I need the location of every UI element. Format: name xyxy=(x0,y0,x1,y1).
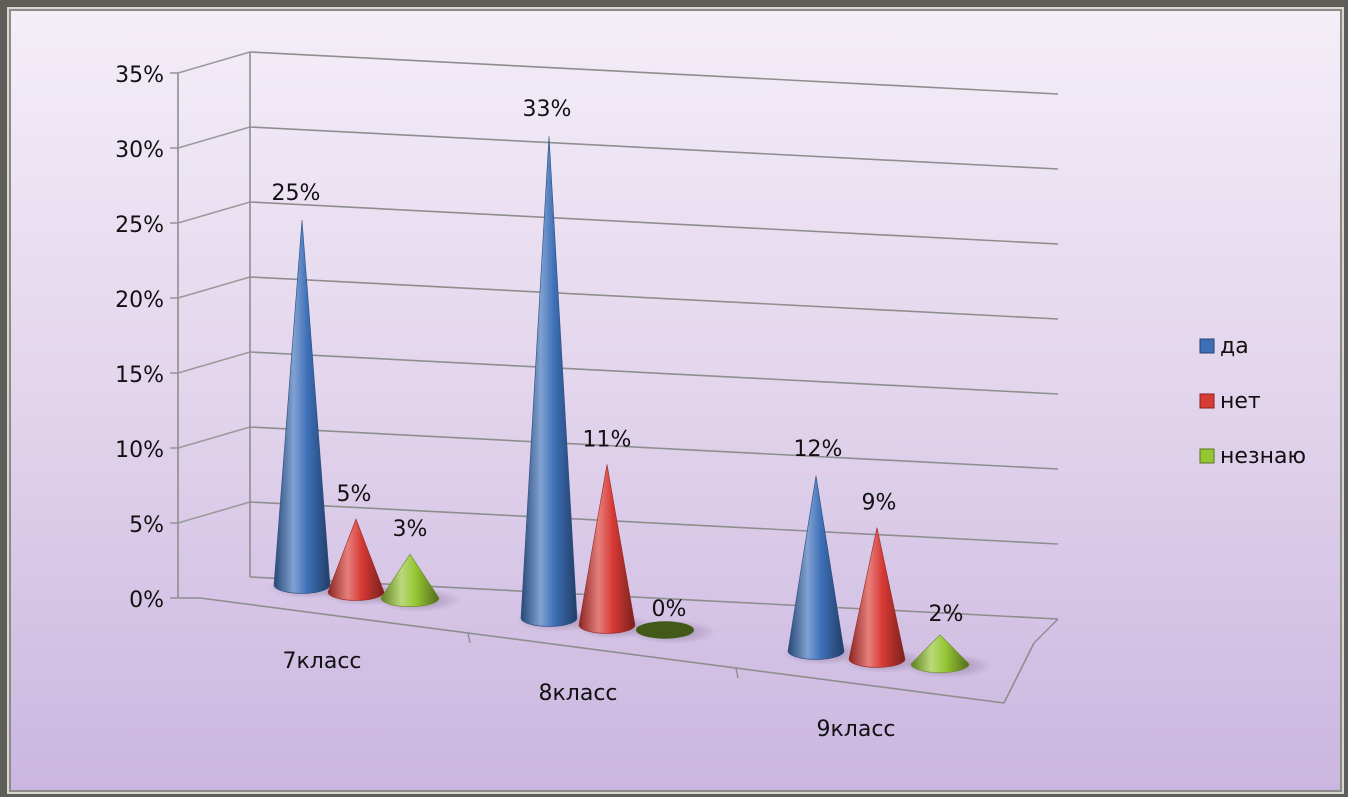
gridline-side xyxy=(177,276,251,299)
x-axis-line xyxy=(199,597,1005,704)
y-tick-label: 25% xyxy=(115,213,164,238)
gridline-side xyxy=(177,126,251,149)
cone-body xyxy=(327,518,385,601)
x-tick-label: 9класс xyxy=(816,717,895,742)
y-tick-label: 10% xyxy=(115,438,164,463)
legend-swatch xyxy=(1199,338,1215,354)
gridline-back xyxy=(249,426,1059,470)
data-label: 5% xyxy=(337,482,372,507)
gridline-side xyxy=(177,201,251,224)
y-tick-label: 30% xyxy=(115,138,164,163)
cone-да-7класс xyxy=(273,219,331,594)
cone-незнаю-8класс xyxy=(636,621,694,639)
gridline-side xyxy=(177,351,251,374)
cone-body xyxy=(520,136,578,627)
gridline-side xyxy=(177,426,251,449)
x-tick-label: 7класс xyxy=(282,649,361,674)
cone-body xyxy=(848,527,906,668)
data-label: 25% xyxy=(272,181,321,206)
legend-label: да xyxy=(1220,334,1249,359)
x-tick-label: 8класс xyxy=(538,681,617,706)
data-label: 33% xyxy=(523,97,572,122)
legend-entry: да xyxy=(1199,334,1249,359)
floor-edge-right xyxy=(1003,642,1035,704)
y-tick-label: 5% xyxy=(129,513,164,538)
gridline-back xyxy=(249,501,1059,545)
legend-label: нет xyxy=(1220,389,1261,414)
gridline-side xyxy=(177,51,251,74)
chart-panel: 0% 5% 10% 15% 20% 25% 30% 35% 7класс 8класс 9клас… xyxy=(9,9,1342,792)
gridline-back xyxy=(249,201,1059,245)
data-label: 12% xyxy=(794,437,843,462)
legend-swatch xyxy=(1199,448,1215,464)
data-label: 2% xyxy=(929,602,964,627)
cone-body xyxy=(787,475,845,660)
data-label: 11% xyxy=(583,427,632,452)
cone-незнаю-9класс xyxy=(910,634,970,673)
cone-нет-8класс xyxy=(578,464,636,634)
cones xyxy=(268,136,992,679)
legend-entry: незнаю xyxy=(1199,444,1306,469)
legend: да нет незнаю xyxy=(1199,334,1306,469)
cone-body xyxy=(273,219,331,594)
cone-нет-7класс xyxy=(327,518,385,601)
legend-swatch xyxy=(1199,393,1215,409)
y-tick-label: 35% xyxy=(115,63,164,88)
y-tick-label: 0% xyxy=(129,588,164,613)
cone-body xyxy=(380,553,440,607)
data-labels: 25% 5% 3% 33% 11% 0% 12% 9% 2% xyxy=(272,97,964,627)
cone-да-8класс xyxy=(520,136,578,627)
y-tick-label: 20% xyxy=(115,288,164,313)
data-label: 9% xyxy=(862,491,897,516)
gridline-back xyxy=(249,351,1059,395)
gridline-back xyxy=(249,51,1059,95)
x-tick-mark xyxy=(735,667,739,679)
cone-body xyxy=(578,464,636,634)
data-label: 0% xyxy=(652,597,687,622)
y-tick-labels: 0% 5% 10% 15% 20% 25% 30% 35% xyxy=(115,63,164,613)
floor-edge-back xyxy=(1033,618,1059,644)
x-tick-mark xyxy=(467,632,471,644)
axes xyxy=(170,52,1059,704)
cone-body xyxy=(910,634,970,673)
cone-нет-9класс xyxy=(848,527,906,668)
gridline-back xyxy=(249,126,1059,170)
cone-chart: 0% 5% 10% 15% 20% 25% 30% 35% 7класс 8класс 9клас… xyxy=(115,51,1306,742)
cone-незнаю-7класс xyxy=(380,553,440,607)
cone-да-9класс xyxy=(787,475,845,660)
legend-label: незнаю xyxy=(1220,444,1306,469)
gridline-side xyxy=(177,501,251,524)
legend-entry: нет xyxy=(1199,389,1261,414)
data-label: 3% xyxy=(393,517,428,542)
x-tick-labels: 7класс 8класс 9класс xyxy=(282,649,895,742)
gridline-back xyxy=(249,276,1059,320)
y-tick-label: 15% xyxy=(115,363,164,388)
grid-lines xyxy=(177,51,1059,620)
